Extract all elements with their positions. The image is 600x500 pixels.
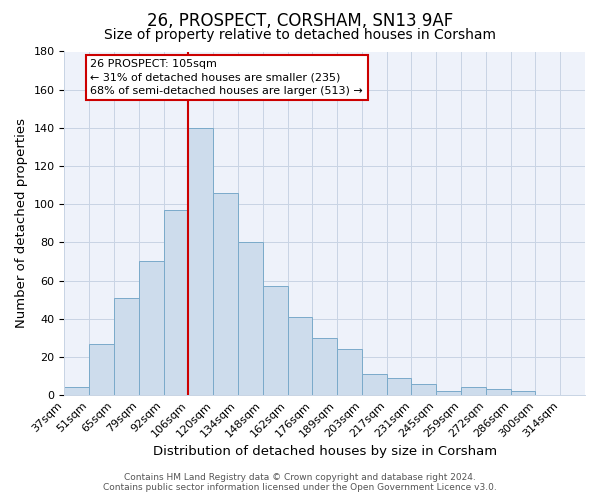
Bar (89, 344, 114, 395)
Bar (511, 392, 535, 395)
Text: 26, PROSPECT, CORSHAM, SN13 9AF: 26, PROSPECT, CORSHAM, SN13 9AF (147, 12, 453, 30)
Text: Contains HM Land Registry data © Crown copyright and database right 2024.
Contai: Contains HM Land Registry data © Crown c… (103, 473, 497, 492)
Text: 26 PROSPECT: 105sqm
← 31% of detached houses are smaller (235)
68% of semi-detac: 26 PROSPECT: 105sqm ← 31% of detached ho… (91, 59, 363, 96)
Bar (64, 388, 89, 395)
Bar (213, 193, 238, 395)
Text: Size of property relative to detached houses in Corsham: Size of property relative to detached ho… (104, 28, 496, 42)
Bar (486, 390, 511, 395)
Bar (436, 392, 461, 395)
Bar (412, 384, 436, 395)
Bar (362, 374, 386, 395)
Bar (287, 317, 313, 395)
Bar (139, 262, 164, 395)
Bar (263, 286, 287, 395)
Bar (238, 242, 263, 395)
Bar (313, 338, 337, 395)
Y-axis label: Number of detached properties: Number of detached properties (15, 118, 28, 328)
Bar (386, 378, 412, 395)
Bar (114, 298, 139, 395)
Bar (337, 350, 362, 395)
Bar (164, 210, 188, 395)
Bar (461, 388, 486, 395)
Bar (188, 128, 213, 395)
X-axis label: Distribution of detached houses by size in Corsham: Distribution of detached houses by size … (152, 444, 497, 458)
